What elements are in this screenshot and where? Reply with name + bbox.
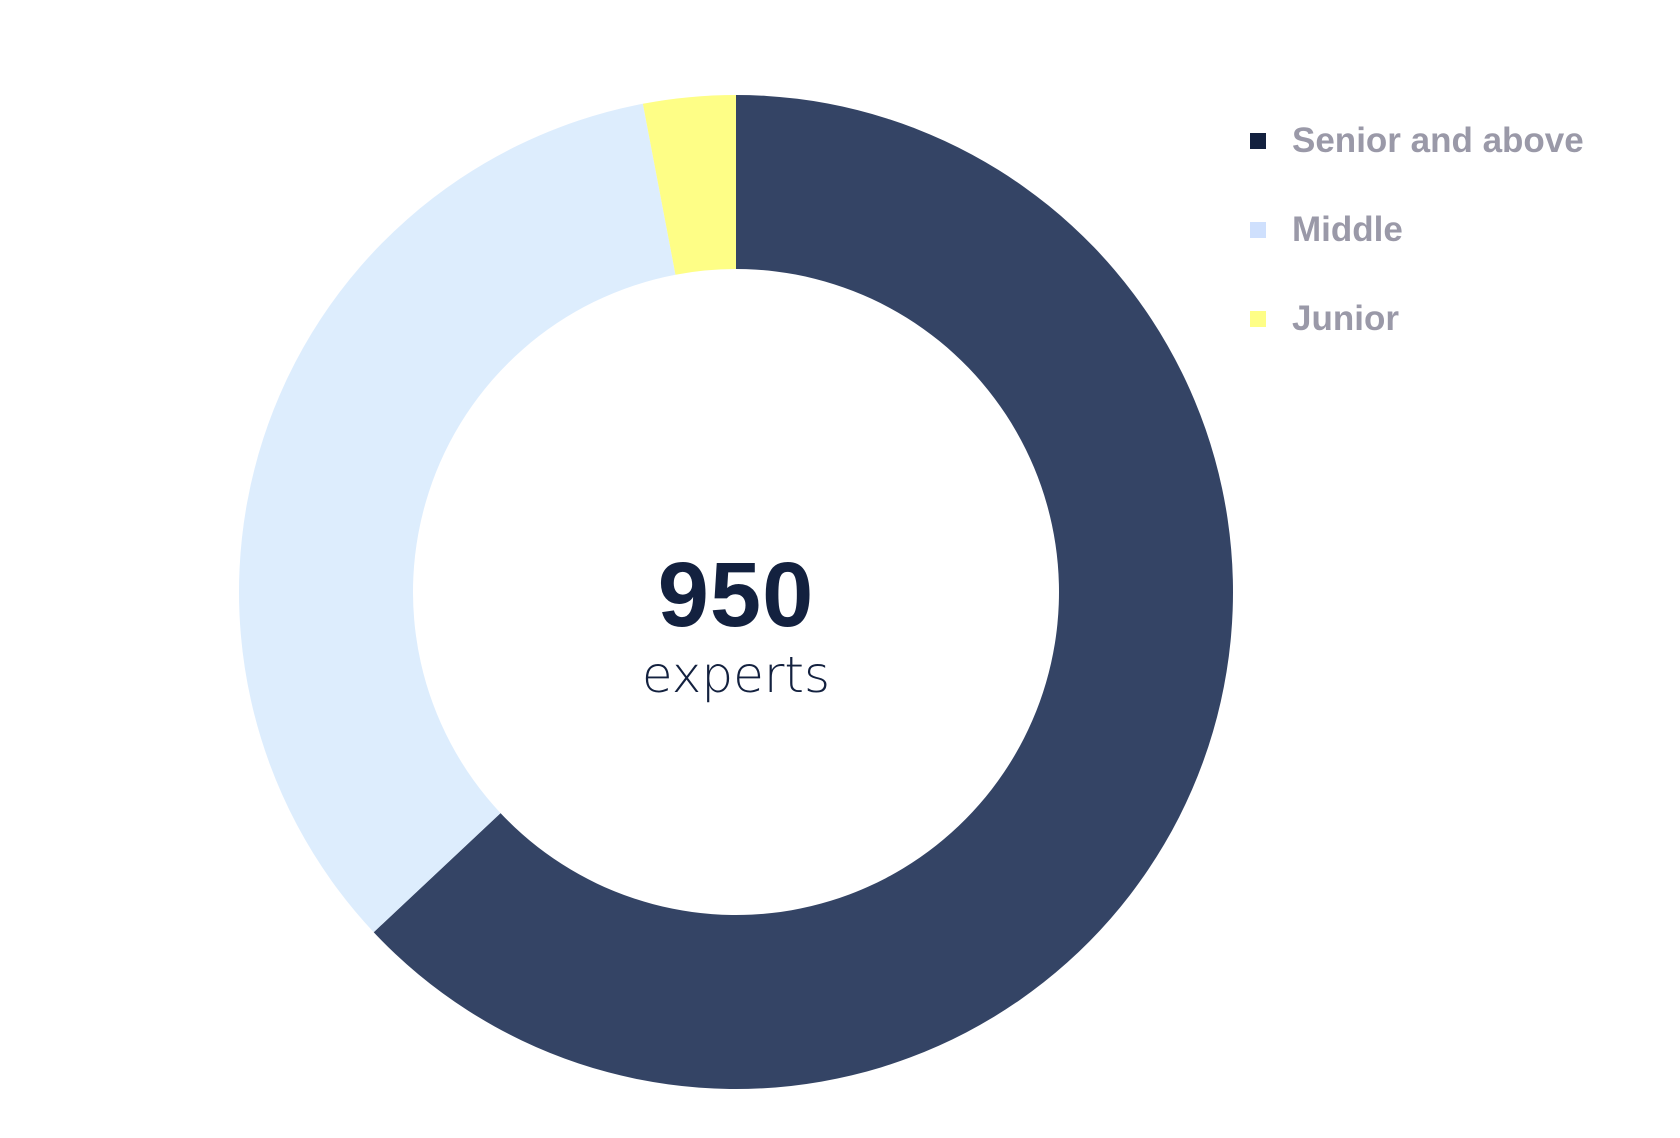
legend-swatch xyxy=(1250,221,1266,238)
legend-item-senior[interactable]: Senior and above xyxy=(1250,96,1584,185)
total-label: experts xyxy=(641,646,831,704)
legend-item-middle[interactable]: Middle xyxy=(1250,185,1584,274)
legend: Senior and above Middle Junior xyxy=(1250,96,1584,363)
legend-label: Senior and above xyxy=(1292,120,1584,160)
legend-label: Junior xyxy=(1292,298,1399,338)
total-count: 950 xyxy=(657,544,815,646)
legend-swatch xyxy=(1250,132,1266,149)
legend-swatch xyxy=(1250,310,1266,327)
legend-item-junior[interactable]: Junior xyxy=(1250,274,1584,363)
slice-middle xyxy=(238,103,676,933)
slice-senior-and-above xyxy=(373,95,1233,1089)
slice-junior xyxy=(642,95,736,275)
legend-label: Middle xyxy=(1292,209,1403,249)
